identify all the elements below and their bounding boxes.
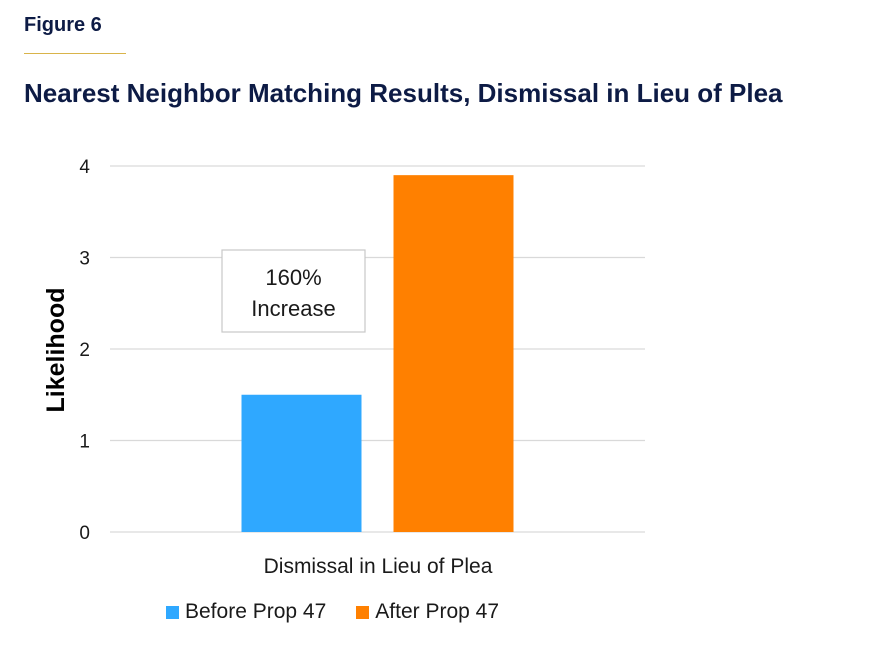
x-axis-category-label: Dismissal in Lieu of Plea [264,555,493,578]
legend-label-before: Before Prop 47 [185,600,327,623]
y-axis-ticks: 0 1 2 3 4 [79,157,90,544]
annotation-text: Increase [251,296,335,321]
chart-title: Nearest Neighbor Matching Results, Dismi… [24,78,783,108]
legend: Before Prop 47 After Prop 47 [166,600,529,624]
y-tick-label-1: 1 [79,432,90,453]
y-tick-label-4: 4 [79,157,90,178]
bar-after-prop-47 [393,175,514,532]
figure-label: Figure 6 [24,14,102,36]
y-tick-label-0: 0 [79,523,90,544]
bars [241,175,514,532]
annotation-percent: 160% [265,265,321,290]
y-tick-label-2: 2 [79,340,90,361]
gridlines [110,165,645,533]
bar-before-prop-47 [241,394,362,532]
legend-swatch-before [166,605,179,619]
y-tick-label-3: 3 [79,249,90,270]
legend-item-before: Before Prop 47 [166,600,326,624]
annotation-box: 160% Increase [221,249,366,333]
legend-swatch-after [356,605,370,619]
y-axis-label: Likelihood [42,288,70,413]
legend-label-after: After Prop 47 [375,600,499,623]
legend-item-after: After Prop 47 [356,600,499,624]
figure-label-divider [24,53,126,54]
